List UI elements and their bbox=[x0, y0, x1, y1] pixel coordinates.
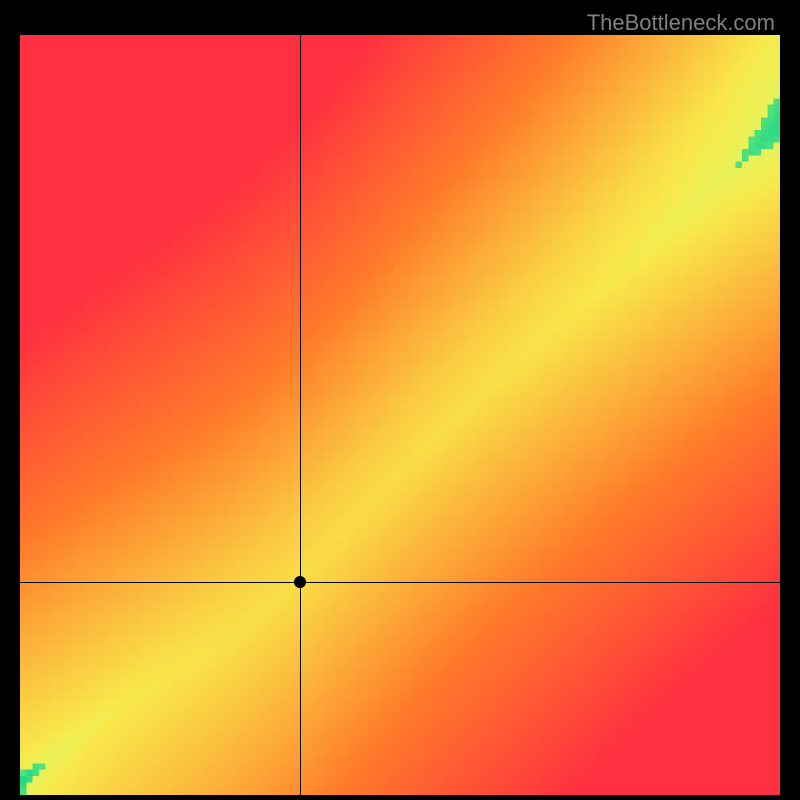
watermark-text: TheBottleneck.com bbox=[587, 10, 775, 36]
crosshair-horizontal bbox=[20, 582, 780, 583]
crosshair-vertical bbox=[300, 35, 301, 795]
crosshair-marker bbox=[294, 576, 306, 588]
heatmap-plot bbox=[20, 35, 780, 795]
heatmap-canvas bbox=[20, 35, 780, 795]
